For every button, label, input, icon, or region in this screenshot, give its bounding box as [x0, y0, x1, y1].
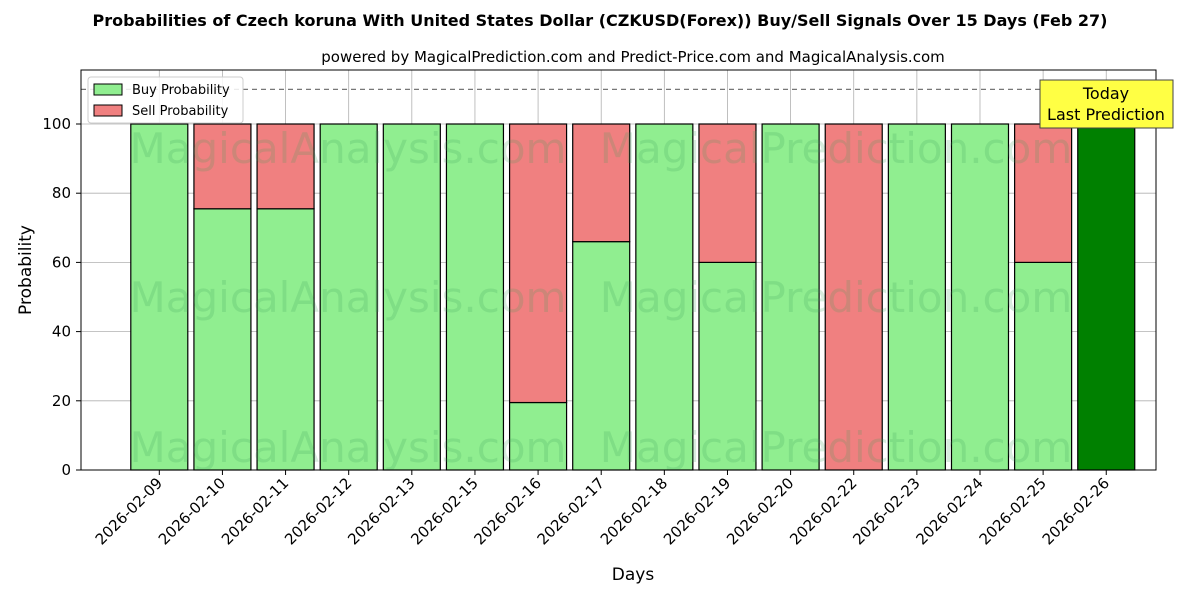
x-tick-label: 2026-02-20 [723, 474, 797, 548]
x-tick-label: 2026-02-11 [218, 474, 292, 548]
y-tick-label: 40 [52, 323, 71, 341]
legend-swatch [93, 83, 123, 96]
sell-bar [698, 123, 757, 263]
y-tick-label: 60 [52, 253, 71, 271]
plot-frame [80, 69, 1157, 471]
legend-label: Sell Probability [132, 104, 229, 119]
x-tick-label: 2026-02-10 [155, 474, 229, 548]
x-tick-label: 2026-02-19 [660, 474, 734, 548]
y-axis-ticks: 0 20 40 60 80 100 [42, 115, 81, 479]
x-tick-label: 2026-02-13 [344, 474, 418, 548]
watermark-text: MagicalPrediction.com [600, 273, 1073, 322]
bars [130, 123, 1136, 471]
buy-bar [572, 241, 631, 471]
buy-bar [635, 123, 694, 471]
x-axis-ticks: 2026-02-092026-02-102026-02-112026-02-12… [92, 470, 1113, 548]
chart-title: Probabilities of Czech koruna With Unite… [93, 11, 1108, 30]
watermark-text: MagicalPrediction.com [600, 423, 1073, 472]
today-annotation: Today Last Prediction [1039, 79, 1174, 129]
watermark-text: MagicalAnalysis.com [130, 423, 567, 472]
y-axis-label: Probability [16, 225, 36, 315]
sell-bar [572, 123, 631, 243]
buy-bar [319, 123, 378, 471]
x-tick-label: 2026-02-15 [407, 474, 481, 548]
x-tick-label: 2026-02-17 [534, 474, 608, 548]
buy-bar [761, 123, 820, 471]
x-tick-label: 2026-02-18 [597, 474, 671, 548]
watermark-text: MagicalAnalysis.com [130, 273, 567, 322]
buy-bar [382, 123, 441, 471]
x-tick-label: 2026-02-23 [849, 474, 923, 548]
watermark-text: MagicalAnalysis.com [130, 124, 567, 173]
chart-subtitle: powered by MagicalPrediction.com and Pre… [321, 48, 945, 66]
legend-box [87, 76, 244, 124]
annotation-text: Last Prediction [1047, 105, 1165, 124]
x-tick-label: 2026-02-16 [471, 474, 545, 548]
legend: Buy Probability Sell Probability [87, 76, 244, 124]
buy-bar [445, 123, 505, 471]
buy-bar [887, 123, 946, 471]
sell-bar [193, 123, 252, 210]
sell-bar [1014, 123, 1073, 263]
x-tick-label: 2026-02-22 [786, 474, 860, 548]
buy-bar [698, 261, 757, 471]
legend-swatch [93, 104, 123, 117]
buy-bar [950, 123, 1010, 471]
x-tick-label: 2026-02-12 [281, 474, 355, 548]
legend-label: Buy Probability [132, 83, 230, 98]
buy-bar [1014, 261, 1073, 471]
annotation-text: Today [1082, 84, 1129, 103]
x-tick-label: 2026-02-25 [976, 474, 1050, 548]
x-tick-label: 2026-02-09 [92, 474, 166, 548]
y-tick-label: 80 [52, 184, 71, 202]
x-tick-label: 2026-02-26 [1039, 474, 1113, 548]
x-axis-label: Days [612, 565, 655, 585]
sell-bar [508, 123, 568, 404]
sell-bar [256, 123, 315, 210]
annotation-box [1039, 79, 1174, 129]
buy-bar [1077, 123, 1136, 471]
watermarks: MagicalAnalysis.com MagicalPrediction.com… [130, 124, 1073, 472]
x-tick-label: 2026-02-24 [912, 474, 986, 548]
y-tick-label: 20 [52, 392, 71, 410]
sell-bar [824, 123, 883, 471]
y-tick-label: 100 [42, 115, 71, 133]
y-tick-label: 0 [61, 461, 71, 479]
buy-bar [508, 401, 568, 471]
watermark-text: MagicalPrediction.com [600, 124, 1073, 173]
